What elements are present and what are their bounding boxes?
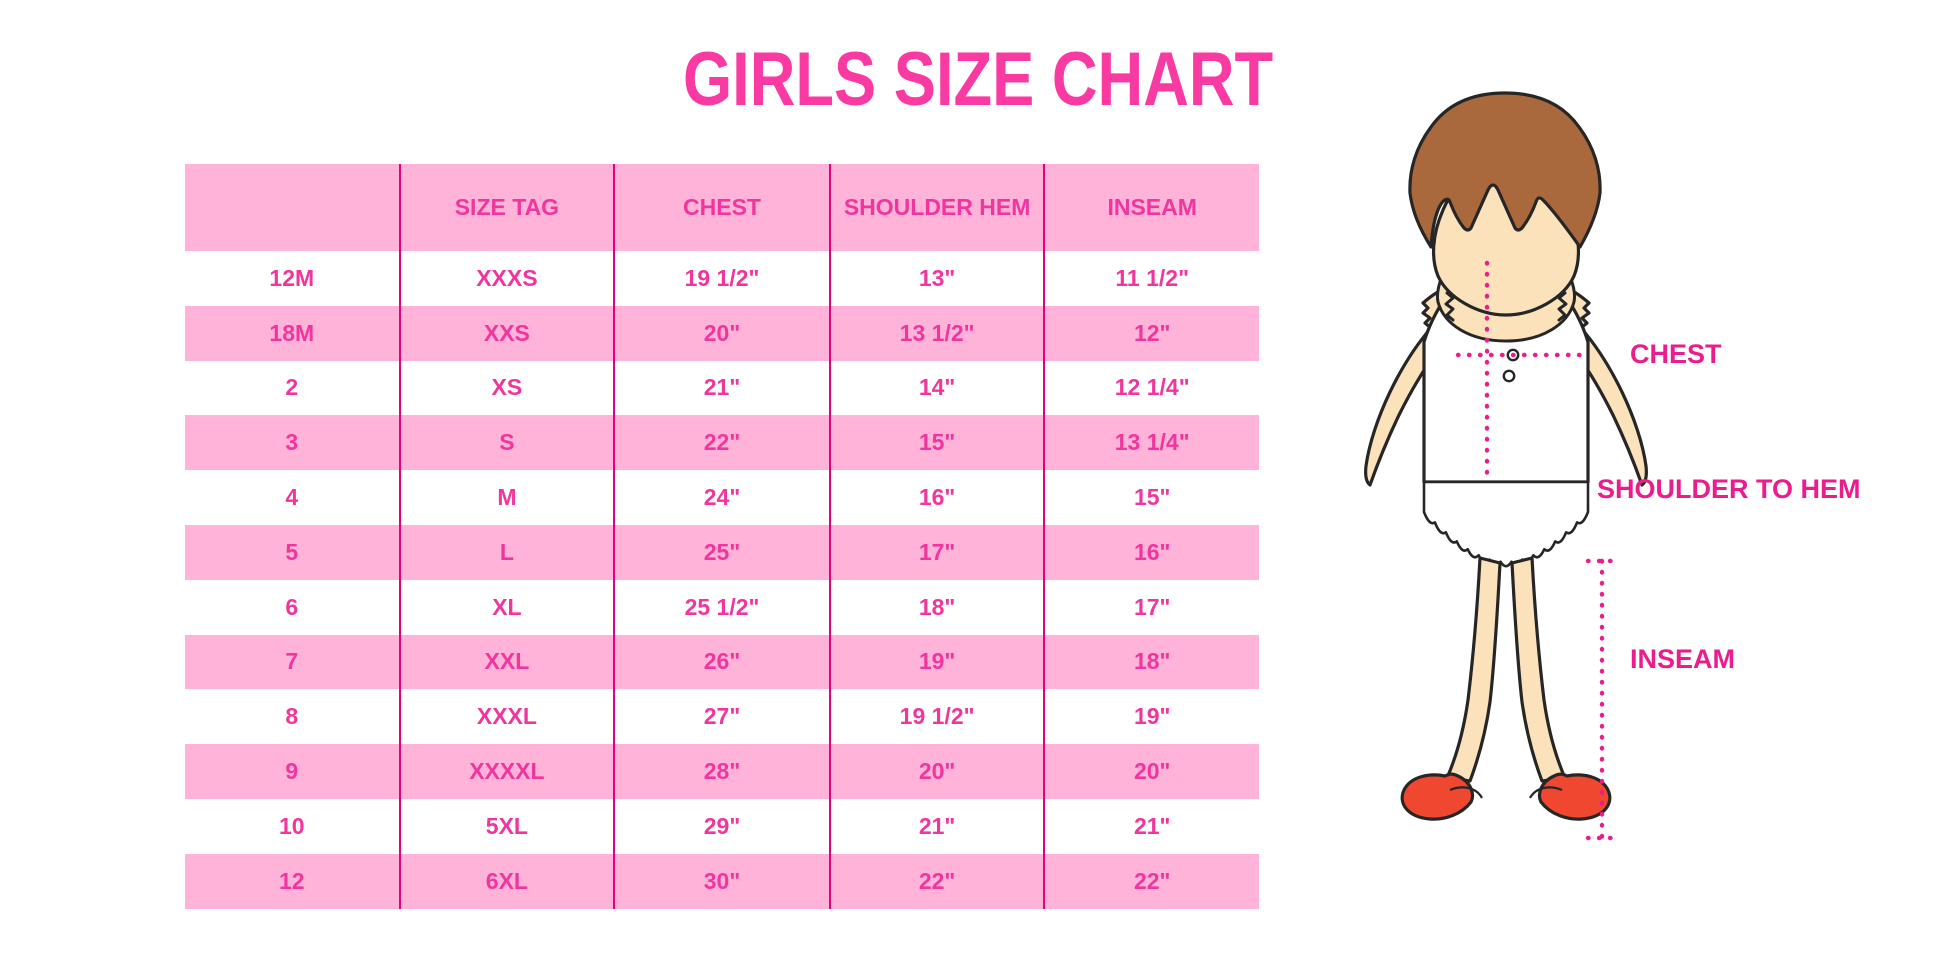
svg-text:INSEAM: INSEAM — [1630, 644, 1735, 674]
svg-text:CHEST: CHEST — [1630, 339, 1722, 369]
svg-text:SHOULDER TO HEM: SHOULDER TO HEM — [1597, 474, 1861, 504]
